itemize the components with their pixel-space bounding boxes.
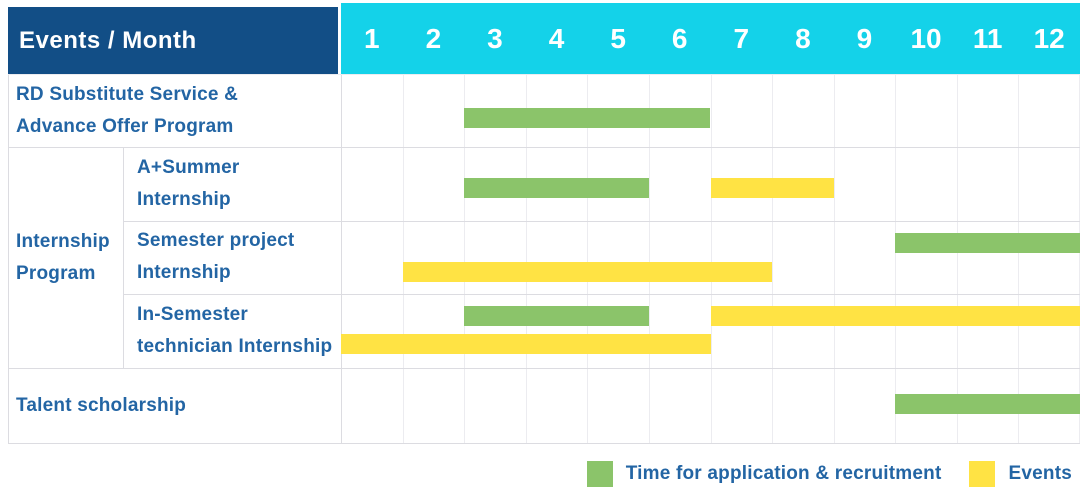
month-label-10: 10 bbox=[910, 22, 942, 54]
legend: Time for application & recruitment Event… bbox=[586, 458, 1072, 490]
bar-application-months-3-5 bbox=[464, 306, 649, 326]
table-bottom-border bbox=[8, 443, 1080, 444]
month-gridline bbox=[772, 74, 774, 443]
label-line: RD Substitute Service & bbox=[16, 83, 239, 105]
legend-swatch-events-yellow bbox=[969, 461, 996, 487]
month-label-11: 11 bbox=[972, 22, 1003, 54]
month-gridline bbox=[710, 74, 712, 443]
row-label-rd-substitute-service: RD Substitute Service & Advance Offer Pro… bbox=[8, 74, 340, 147]
legend-label-events: Events bbox=[1008, 463, 1072, 484]
bar-application-months-3-6 bbox=[464, 108, 711, 128]
bar-application-months-10-12 bbox=[895, 233, 1080, 253]
month-label-5: 5 bbox=[610, 22, 626, 54]
month-gridline bbox=[525, 74, 527, 443]
month-label-8: 8 bbox=[795, 22, 811, 54]
group-label-internship-program: Internship Program bbox=[8, 147, 123, 368]
label-line: In-Semester bbox=[137, 304, 248, 325]
label-line: Internship bbox=[16, 230, 110, 252]
month-label-9: 9 bbox=[856, 22, 873, 54]
month-gridline bbox=[587, 74, 589, 443]
bar-application-months-3-5 bbox=[464, 178, 649, 198]
bar-application-months-10-12 bbox=[895, 394, 1080, 414]
label-line: A+Summer bbox=[137, 156, 240, 178]
events-month-title: Events / Month bbox=[19, 26, 197, 54]
legend-swatch-application-green bbox=[586, 461, 613, 487]
label-line: Semester project bbox=[137, 230, 295, 252]
month-label-4: 4 bbox=[548, 22, 565, 54]
month-gridline bbox=[464, 74, 466, 443]
month-gridline bbox=[833, 74, 835, 443]
row-label-semester-project-internship: Semester project Internship bbox=[123, 221, 340, 295]
month-gridline bbox=[1018, 74, 1020, 443]
row-label-talent-scholarship: Talent scholarship bbox=[8, 368, 340, 443]
month-label-7: 7 bbox=[733, 22, 750, 54]
label-line: Talent scholarship bbox=[16, 394, 187, 416]
row-divider bbox=[123, 220, 1080, 222]
month-gridline bbox=[402, 74, 404, 443]
label-subcolumn-divider bbox=[123, 147, 124, 368]
bar-events-months-7-12 bbox=[710, 306, 1080, 326]
bar-events-months-2-7 bbox=[402, 262, 773, 282]
bar-events-months-1-6 bbox=[341, 334, 711, 354]
month-label-2: 2 bbox=[425, 22, 442, 54]
month-header-strip: 1 2 3 4 5 6 7 8 9 10 11 12 bbox=[341, 3, 1080, 74]
label-line: Internship bbox=[137, 188, 231, 210]
month-gridline bbox=[956, 74, 958, 443]
month-label-12: 12 bbox=[1033, 22, 1065, 54]
month-gridline bbox=[895, 74, 897, 443]
label-line: Advance Offer Program bbox=[16, 115, 234, 137]
legend-label-application: Time for application & recruitment bbox=[625, 463, 942, 484]
row-divider bbox=[123, 294, 1080, 295]
label-line: Internship bbox=[137, 262, 231, 284]
month-label-1: 1 bbox=[364, 22, 380, 54]
month-label-3: 3 bbox=[487, 22, 503, 54]
label-line: Program bbox=[16, 262, 96, 284]
header-bottom-line bbox=[8, 74, 1080, 75]
row-divider bbox=[8, 368, 1080, 369]
bar-events-months-7-8 bbox=[710, 178, 834, 198]
events-month-header-cell: Events / Month bbox=[8, 7, 338, 74]
month-label-6: 6 bbox=[671, 22, 688, 54]
row-label-a-plus-summer-internship: A+Summer Internship bbox=[123, 147, 340, 221]
row-divider bbox=[8, 147, 1080, 148]
month-gridline bbox=[648, 74, 650, 443]
month-gridline bbox=[341, 74, 342, 443]
table-left-border bbox=[8, 74, 9, 443]
row-label-in-semester-technician-internship: In-Semester technician Internship bbox=[123, 294, 340, 368]
label-line: technician Internship bbox=[137, 336, 333, 357]
